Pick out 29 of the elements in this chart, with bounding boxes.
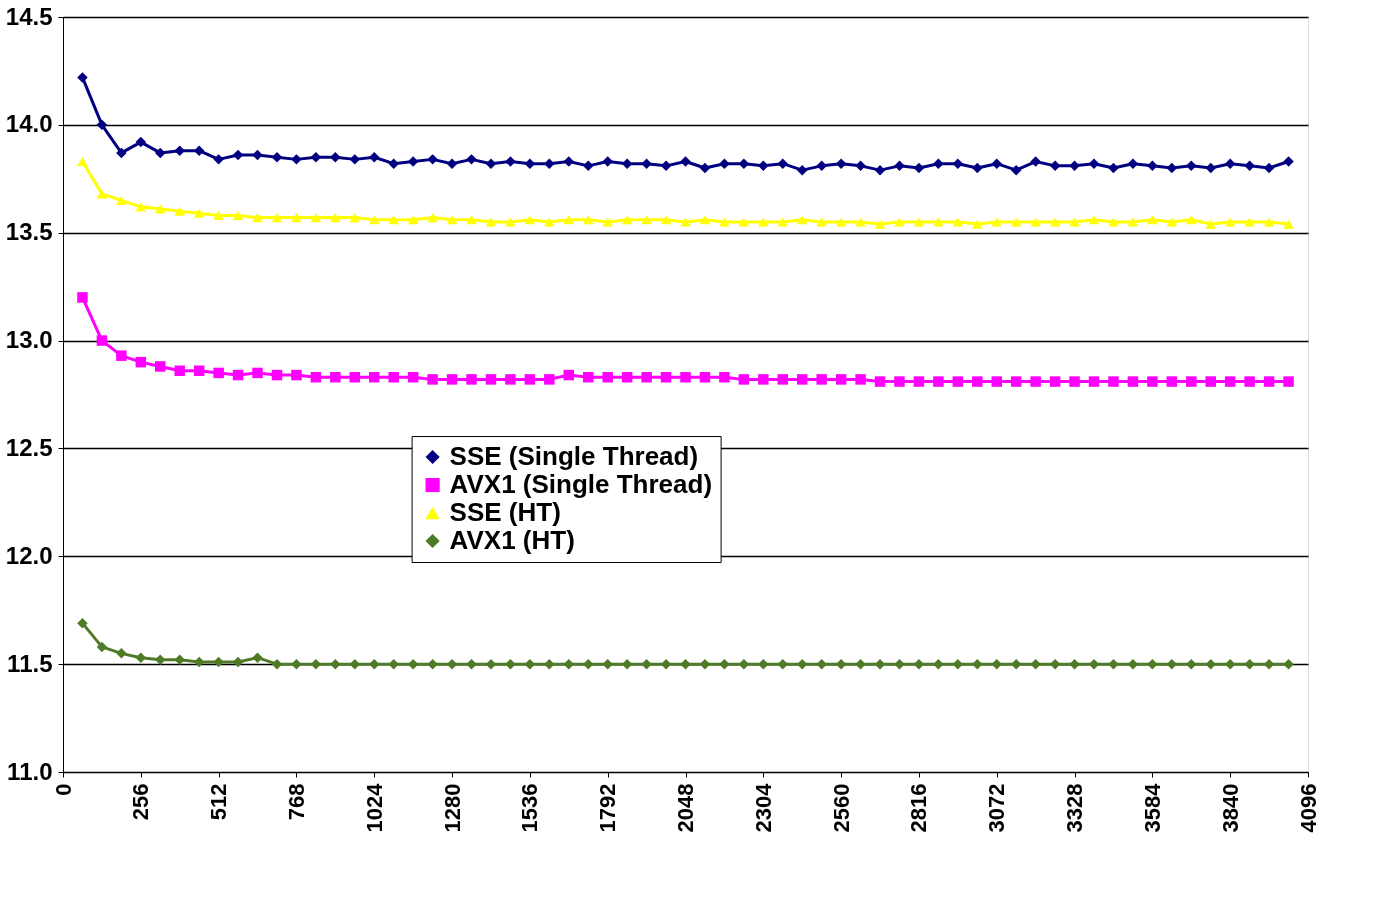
x-tick-label: 2048	[673, 783, 698, 833]
x-tick-label: 512	[206, 783, 232, 821]
x-tick-label: 3840	[1217, 783, 1243, 833]
legend-label: SSE (HT)	[449, 497, 561, 528]
x-tick-label: 1792	[595, 783, 621, 833]
x-tick-label: 1024	[361, 782, 387, 833]
x-tick-label: 3584	[1139, 782, 1165, 833]
y-tick-label: 11.5	[7, 649, 53, 677]
y-tick-label: 14.5	[5, 2, 53, 30]
x-tick-label: 3072	[984, 783, 1010, 833]
x-tick-label: 0	[50, 783, 76, 796]
y-tick-label: 14.0	[5, 110, 53, 138]
y-tick-label: 13.0	[5, 326, 53, 354]
legend-label: SSE (Single Thread)	[449, 441, 699, 472]
x-tick-label: 2816	[906, 783, 932, 833]
x-tick-label: 1280	[439, 783, 465, 833]
x-tick-label: 2304	[750, 782, 776, 833]
x-tick-label: 4096	[1295, 783, 1321, 833]
x-tick-label: 2560	[828, 783, 854, 833]
x-tick-label: 1536	[517, 783, 543, 833]
y-tick-label: 12.0	[5, 541, 53, 569]
y-tick-label: 12.5	[5, 433, 53, 461]
x-tick-label: 768	[283, 783, 309, 821]
legend-label: AVX1 (Single Thread)	[449, 469, 713, 500]
x-tick-label: 3328	[1062, 783, 1088, 833]
x-tick-label: 256	[128, 783, 154, 821]
y-tick-label: 13.5	[5, 218, 53, 246]
legend-label: AVX1 (HT)	[449, 525, 575, 556]
y-tick-label: 11.0	[7, 757, 53, 785]
